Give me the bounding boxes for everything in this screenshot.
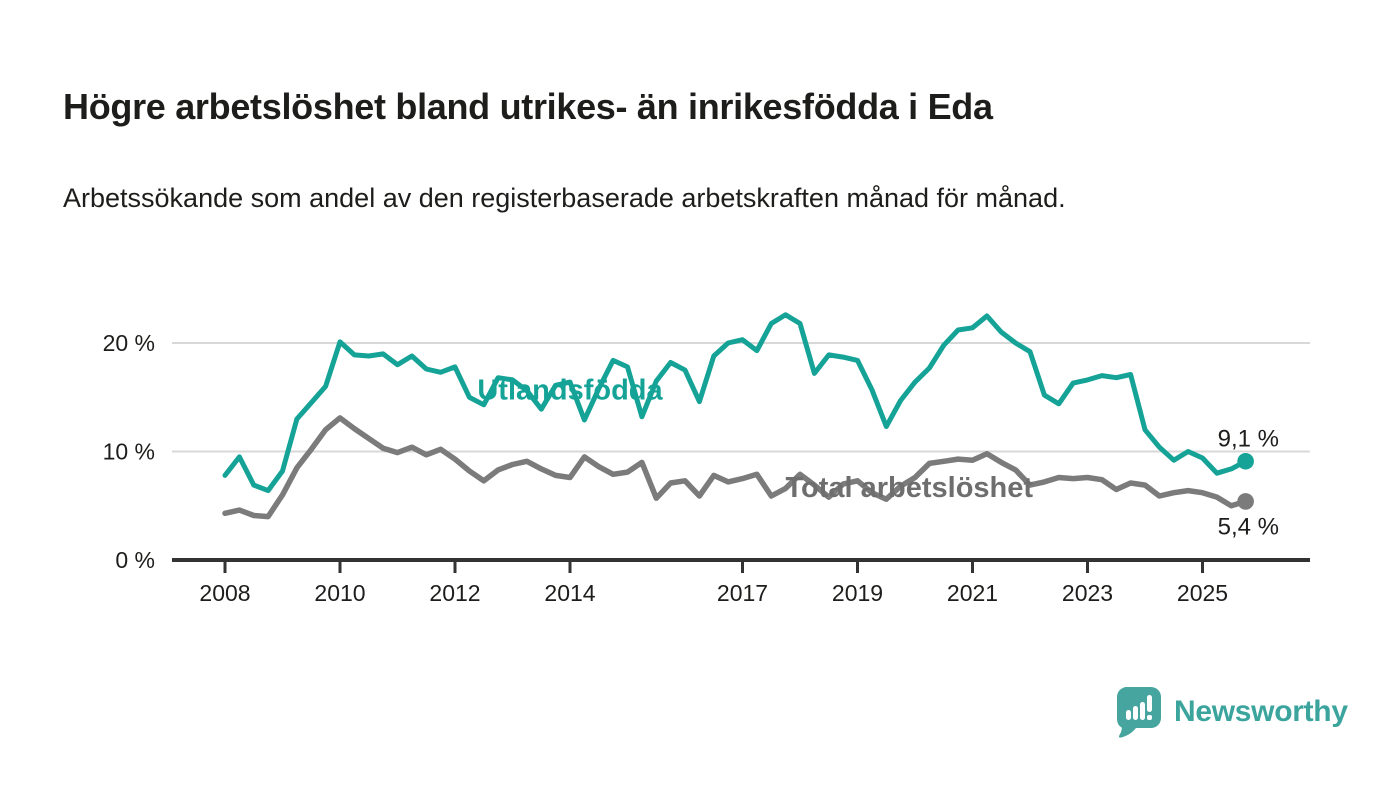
logo-exclamation-dot bbox=[1147, 714, 1152, 720]
newsworthy-logo-icon bbox=[1117, 686, 1161, 738]
chart-title: Högre arbetslöshet bland utrikes- än inr… bbox=[63, 86, 993, 128]
series-line-utlandsfodda bbox=[222, 312, 1249, 494]
series-line-total-arbetsloshet bbox=[222, 415, 1249, 520]
x-axis-tick-label: 2008 bbox=[199, 580, 250, 606]
logo-bar-2 bbox=[1133, 705, 1138, 720]
y-axis-tick-label: 20 % bbox=[103, 330, 155, 356]
y-axis-tick-label: 0 % bbox=[115, 547, 155, 573]
x-axis-tick-label: 2021 bbox=[947, 580, 998, 606]
y-axis-tick-label: 10 % bbox=[103, 439, 155, 465]
series-label-utlandsfodda: Utlandsfödda bbox=[477, 374, 663, 406]
x-axis-tick-label: 2017 bbox=[717, 580, 768, 606]
logo-bubble-shape bbox=[1117, 686, 1161, 738]
newsworthy-logo: Newsworthy bbox=[1117, 686, 1348, 738]
x-axis-tick-label: 2012 bbox=[429, 580, 480, 606]
series-end-dot-total-arbetsloshet bbox=[1237, 493, 1254, 510]
chart-subtitle: Arbetssökande som andel av den registerb… bbox=[63, 183, 1066, 213]
x-axis-tick-label: 2023 bbox=[1062, 580, 1113, 606]
x-axis-tick-label: 2010 bbox=[314, 580, 365, 606]
logo-exclamation-bar bbox=[1147, 694, 1152, 712]
series-label-total-arbetsloshet: Total arbetslöshet bbox=[785, 472, 1033, 504]
newsworthy-logo-text: Newsworthy bbox=[1174, 695, 1348, 728]
x-axis-tick-label: 2014 bbox=[544, 580, 595, 606]
logo-bar-1 bbox=[1126, 709, 1131, 720]
x-axis-tick-label: 2019 bbox=[832, 580, 883, 606]
series-end-label-total-arbetsloshet: 5,4 % bbox=[1218, 513, 1279, 540]
logo-bar-3 bbox=[1140, 701, 1145, 720]
x-axis-tick-label: 2025 bbox=[1177, 580, 1228, 606]
series-end-label-utlandsfodda: 9,1 % bbox=[1218, 425, 1279, 452]
series-end-dot-utlandsfodda bbox=[1237, 452, 1254, 470]
